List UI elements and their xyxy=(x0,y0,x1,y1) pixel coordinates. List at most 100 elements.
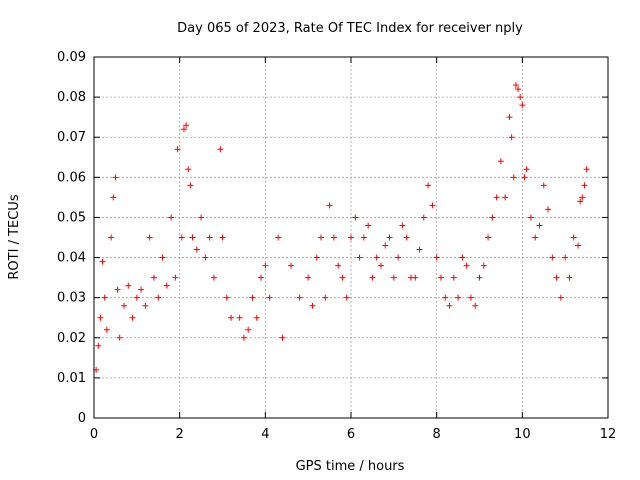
data-point xyxy=(129,314,136,321)
data-point xyxy=(313,254,320,261)
x-tick-label: 2 xyxy=(176,427,184,442)
data-point xyxy=(219,234,226,241)
data-point xyxy=(570,234,577,241)
data-point xyxy=(339,274,346,281)
data-point xyxy=(480,262,487,269)
data-point xyxy=(335,262,342,269)
data-point xyxy=(356,254,363,261)
data-point xyxy=(146,234,153,241)
data-point xyxy=(382,242,389,249)
data-point xyxy=(360,234,367,241)
x-tick-label: 10 xyxy=(514,427,531,442)
data-point xyxy=(101,294,108,301)
y-tick-label: 0.04 xyxy=(57,251,86,266)
y-axis-label: ROTI / TECUs xyxy=(7,194,22,279)
y-tick-label: 0.08 xyxy=(57,90,86,105)
x-tick-label: 6 xyxy=(347,427,355,442)
data-point xyxy=(512,82,519,89)
data-point xyxy=(527,214,534,221)
data-point xyxy=(459,254,466,261)
data-point xyxy=(228,314,235,321)
data-point xyxy=(258,274,265,281)
x-tick-label: 8 xyxy=(433,427,441,442)
data-point xyxy=(433,254,440,261)
data-point xyxy=(377,262,384,269)
data-point xyxy=(125,282,132,289)
data-point xyxy=(326,202,333,209)
data-point xyxy=(425,182,432,189)
data-point xyxy=(330,234,337,241)
data-point xyxy=(108,234,115,241)
data-point xyxy=(489,214,496,221)
data-point xyxy=(116,334,123,341)
data-points xyxy=(93,82,590,373)
data-point xyxy=(288,262,295,269)
data-point xyxy=(373,254,380,261)
y-tick-label: 0.09 xyxy=(57,50,86,65)
data-point xyxy=(545,206,552,213)
data-point xyxy=(172,274,179,281)
y-tick-label: 0.07 xyxy=(57,130,86,145)
data-point xyxy=(583,166,590,173)
data-point xyxy=(390,274,397,281)
x-tick-label: 4 xyxy=(261,427,269,442)
data-point xyxy=(536,222,543,229)
data-point xyxy=(240,334,247,341)
data-point xyxy=(566,274,573,281)
data-point xyxy=(155,294,162,301)
data-point xyxy=(168,214,175,221)
data-point xyxy=(365,222,372,229)
data-point xyxy=(532,234,539,241)
data-point xyxy=(343,294,350,301)
data-point xyxy=(180,126,187,133)
data-point xyxy=(245,326,252,333)
data-point xyxy=(266,294,273,301)
data-point xyxy=(174,146,181,153)
data-point xyxy=(202,254,209,261)
data-point xyxy=(497,158,504,165)
data-point xyxy=(523,166,530,173)
data-point xyxy=(467,294,474,301)
y-tick-label: 0.05 xyxy=(57,210,86,225)
data-point xyxy=(485,234,492,241)
data-point xyxy=(110,194,117,201)
data-point xyxy=(446,302,453,309)
chart-title: Day 065 of 2023, Rate Of TEC Index for r… xyxy=(177,21,523,36)
data-point xyxy=(249,294,256,301)
y-tick-labels: 0 0.01 0.02 0.03 0.04 0.05 0.06 0.07 0.08 0.09 xyxy=(57,50,86,426)
data-point xyxy=(515,86,522,93)
data-point xyxy=(517,94,524,101)
y-tick-label: 0.03 xyxy=(57,291,86,306)
data-point xyxy=(187,182,194,189)
data-point xyxy=(99,258,106,265)
data-point xyxy=(185,166,192,173)
data-point xyxy=(114,286,121,293)
data-point xyxy=(112,174,119,181)
y-tick-label: 0.02 xyxy=(57,331,86,346)
data-point xyxy=(437,274,444,281)
data-point xyxy=(348,234,354,241)
data-point xyxy=(463,262,470,269)
x-axis-label: GPS time / hours xyxy=(296,459,405,474)
y-tick-label: 0.01 xyxy=(57,371,86,386)
data-point xyxy=(189,234,196,241)
data-point xyxy=(508,134,515,141)
data-point xyxy=(450,274,457,281)
y-tick-label: 0.06 xyxy=(57,170,86,185)
data-point xyxy=(472,302,479,309)
data-point xyxy=(395,254,402,261)
plot-frame xyxy=(93,56,609,419)
data-point xyxy=(455,294,462,301)
x-tick-label: 12 xyxy=(600,427,617,442)
data-point xyxy=(206,234,213,241)
data-point xyxy=(322,294,329,301)
data-point xyxy=(510,174,517,181)
data-point xyxy=(581,182,588,189)
data-point xyxy=(262,262,269,269)
data-point xyxy=(442,294,449,301)
data-point xyxy=(549,254,556,261)
data-point xyxy=(305,274,312,281)
data-point xyxy=(178,234,185,241)
x-tick-labels: 0 2 4 6 8 10 12 xyxy=(90,427,616,442)
